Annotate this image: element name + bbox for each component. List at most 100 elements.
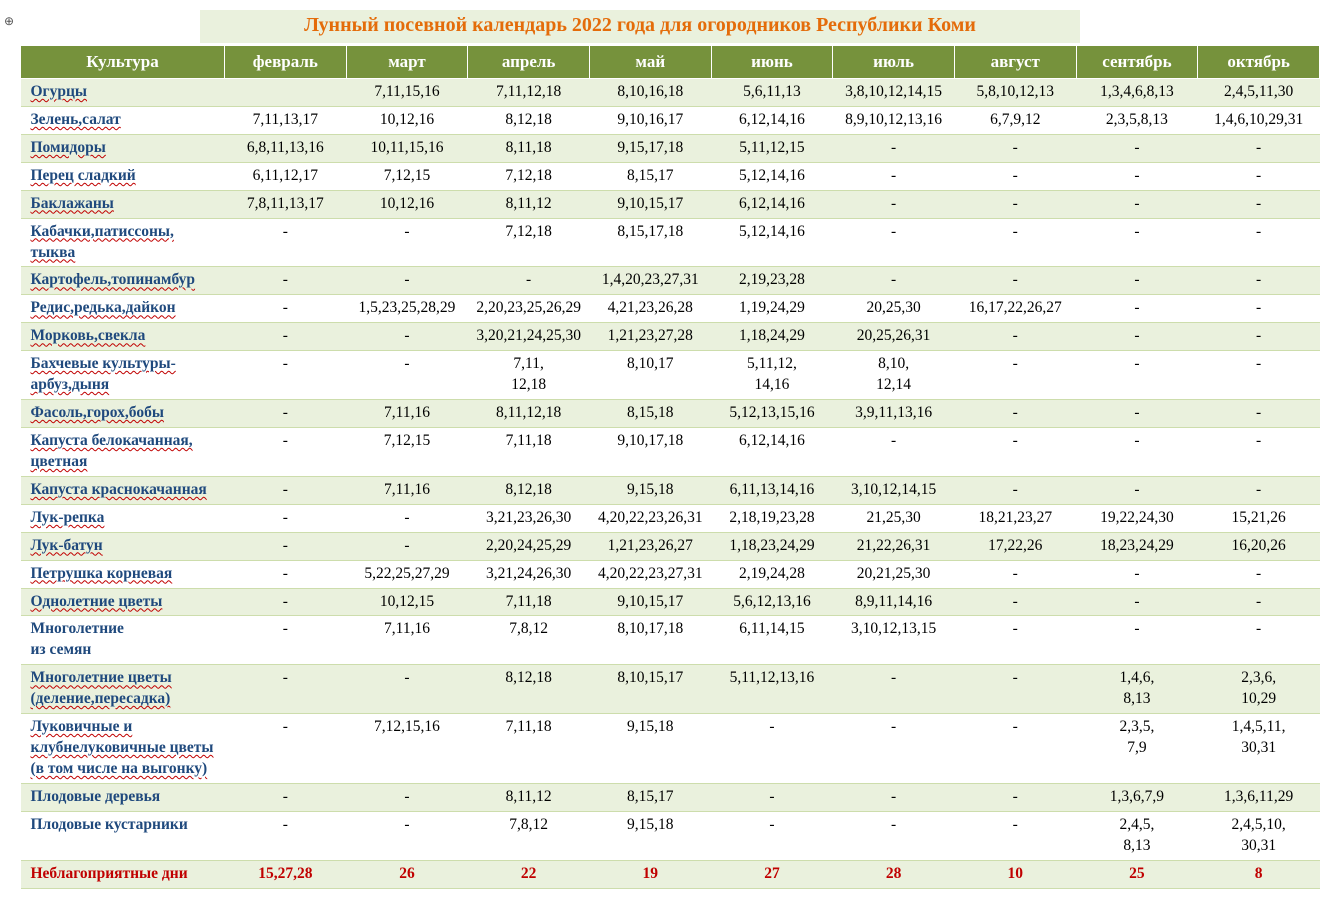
value-cell: - xyxy=(225,811,347,860)
value-cell: 2,4,5,11,30 xyxy=(1198,79,1320,107)
value-cell: - xyxy=(1198,218,1320,267)
value-cell: - xyxy=(1076,218,1198,267)
value-cell: 2,18,19,23,28 xyxy=(711,504,833,532)
value-cell: - xyxy=(954,665,1076,714)
table-head: Культурафевральмартапрельмайиюньиюльавгу… xyxy=(21,46,1320,79)
value-cell: 8,9,10,12,13,16 xyxy=(833,106,955,134)
value-cell: 8,15,17 xyxy=(589,162,711,190)
value-cell xyxy=(225,79,347,107)
value-cell: - xyxy=(225,532,347,560)
value-cell: 7,11,15,16 xyxy=(346,79,468,107)
culture-cell: Редис,редька,дайкон xyxy=(21,295,225,323)
value-cell: 9,10,17,18 xyxy=(589,427,711,476)
value-cell: 1,4,6,10,29,31 xyxy=(1198,106,1320,134)
culture-cell: Помидоры xyxy=(21,134,225,162)
value-cell: - xyxy=(1198,134,1320,162)
value-cell: 10,12,16 xyxy=(346,106,468,134)
value-cell: 6,11,13,14,16 xyxy=(711,476,833,504)
table-row: Редис,редька,дайкон-1,5,23,25,28,292,20,… xyxy=(21,295,1320,323)
value-cell: 9,10,15,17 xyxy=(589,190,711,218)
anchor-icon: ⊕ xyxy=(4,14,14,28)
value-cell: - xyxy=(954,588,1076,616)
value-cell: 22 xyxy=(468,860,590,888)
value-cell: - xyxy=(1076,162,1198,190)
culture-cell: Зелень,салат xyxy=(21,106,225,134)
value-cell: - xyxy=(225,665,347,714)
value-cell: 8,11,12 xyxy=(468,783,590,811)
value-cell: 2,19,23,28 xyxy=(711,267,833,295)
value-cell: - xyxy=(1198,295,1320,323)
value-cell: 10,11,15,16 xyxy=(346,134,468,162)
value-cell: - xyxy=(1198,476,1320,504)
value-cell: - xyxy=(833,811,955,860)
value-cell: 1,4,20,23,27,31 xyxy=(589,267,711,295)
value-cell: - xyxy=(346,783,468,811)
value-cell: 3,10,12,14,15 xyxy=(833,476,955,504)
value-cell: 9,15,18 xyxy=(589,811,711,860)
value-cell: - xyxy=(225,476,347,504)
value-cell: 8,15,18 xyxy=(589,400,711,428)
value-cell: - xyxy=(225,560,347,588)
table-row: Однолетние цветы-10,12,157,11,189,10,15,… xyxy=(21,588,1320,616)
value-cell: - xyxy=(833,190,955,218)
value-cell: 5,22,25,27,29 xyxy=(346,560,468,588)
value-cell: - xyxy=(225,714,347,784)
value-cell: 7,12,18 xyxy=(468,218,590,267)
value-cell: 10,12,16 xyxy=(346,190,468,218)
value-cell: 7,12,18 xyxy=(468,162,590,190)
value-cell: 8,11,12 xyxy=(468,190,590,218)
value-cell: 20,25,26,31 xyxy=(833,323,955,351)
value-cell: 6,11,12,17 xyxy=(225,162,347,190)
value-cell: - xyxy=(225,783,347,811)
value-cell: - xyxy=(1076,476,1198,504)
value-cell: 8,10, 12,14 xyxy=(833,351,955,400)
value-cell: - xyxy=(1076,267,1198,295)
page-title: Лунный посевной календарь 2022 года для … xyxy=(304,14,976,36)
table-row: Капуста белокачанная, цветная-7,12,157,1… xyxy=(21,427,1320,476)
value-cell: - xyxy=(954,616,1076,665)
col-culture: Культура xyxy=(21,46,225,79)
value-cell: - xyxy=(1198,323,1320,351)
value-cell: 8,15,17,18 xyxy=(589,218,711,267)
table-row: Фасоль,горох,бобы-7,11,168,11,12,188,15,… xyxy=(21,400,1320,428)
value-cell: - xyxy=(346,267,468,295)
value-cell: - xyxy=(954,162,1076,190)
col-май: май xyxy=(589,46,711,79)
culture-cell: Огурцы xyxy=(21,79,225,107)
value-cell: - xyxy=(225,504,347,532)
value-cell: 25 xyxy=(1076,860,1198,888)
value-cell: - xyxy=(225,323,347,351)
value-cell: - xyxy=(468,267,590,295)
value-cell: - xyxy=(1076,400,1198,428)
value-cell: 6,8,11,13,16 xyxy=(225,134,347,162)
value-cell: - xyxy=(225,267,347,295)
value-cell: - xyxy=(1198,616,1320,665)
value-cell: 7,12,15 xyxy=(346,162,468,190)
value-cell: 6,7,9,12 xyxy=(954,106,1076,134)
value-cell: 21,22,26,31 xyxy=(833,532,955,560)
value-cell: - xyxy=(711,714,833,784)
value-cell: - xyxy=(225,588,347,616)
value-cell: - xyxy=(833,783,955,811)
value-cell: - xyxy=(346,323,468,351)
table-row: Лук-батун--2,20,24,25,291,21,23,26,271,1… xyxy=(21,532,1320,560)
culture-cell: Перец сладкий xyxy=(21,162,225,190)
value-cell: 3,21,24,26,30 xyxy=(468,560,590,588)
table-row: Морковь,свекла--3,20,21,24,25,301,21,23,… xyxy=(21,323,1320,351)
value-cell: - xyxy=(954,560,1076,588)
value-cell: - xyxy=(954,427,1076,476)
value-cell: 8,10,15,17 xyxy=(589,665,711,714)
value-cell: 8,10,17 xyxy=(589,351,711,400)
value-cell: 2,19,24,28 xyxy=(711,560,833,588)
value-cell: 6,12,14,16 xyxy=(711,190,833,218)
table-row: Огурцы7,11,15,167,11,12,188,10,16,185,6,… xyxy=(21,79,1320,107)
value-cell: 7,12,15,16 xyxy=(346,714,468,784)
table-row: Луковичные и клубнелуковичные цветы (в т… xyxy=(21,714,1320,784)
value-cell: 15,27,28 xyxy=(225,860,347,888)
value-cell: 1,4,5,11, 30,31 xyxy=(1198,714,1320,784)
value-cell: - xyxy=(833,665,955,714)
value-cell: 5,11,12,15 xyxy=(711,134,833,162)
col-февраль: февраль xyxy=(225,46,347,79)
culture-cell: Однолетние цветы xyxy=(21,588,225,616)
table-row: Капуста краснокачанная-7,11,168,12,189,1… xyxy=(21,476,1320,504)
